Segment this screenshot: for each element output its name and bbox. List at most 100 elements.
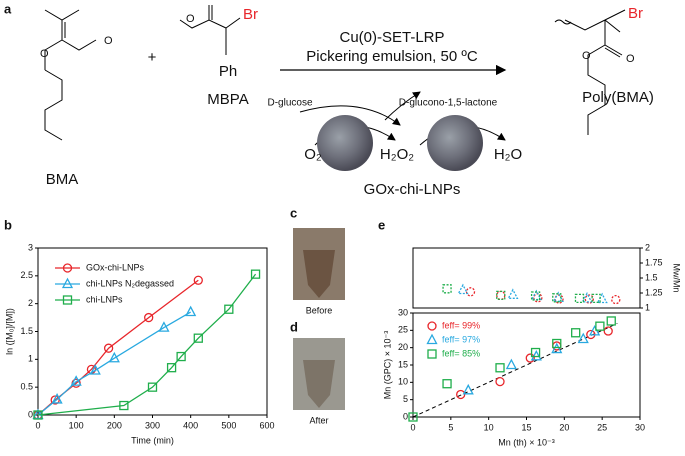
- atom: O: [582, 50, 591, 62]
- marker: [456, 389, 466, 400]
- marker: [50, 395, 60, 405]
- x-tick-label: 200: [107, 420, 122, 430]
- x-tick-label: 400: [183, 420, 198, 430]
- x-tick-label: 30: [635, 422, 645, 432]
- marker: [147, 382, 158, 392]
- marker: [596, 292, 608, 304]
- marker: [442, 379, 452, 389]
- panel-label: c: [290, 205, 297, 220]
- marker: [530, 347, 541, 358]
- marker: [185, 305, 197, 317]
- caption: After: [309, 415, 328, 425]
- panel-label: e: [378, 217, 385, 232]
- y-tick-label: 0.5: [20, 382, 33, 392]
- atom: O: [40, 48, 49, 60]
- reagent: D-glucono-1,5-lactone: [399, 98, 498, 109]
- bma-structure: [44, 9, 97, 141]
- legend-label: feff= 99%: [442, 320, 480, 330]
- curved-arrow: [384, 91, 421, 121]
- marker: [427, 321, 437, 331]
- marker: [584, 294, 594, 304]
- legend-label: chi-LNPs N₂degassed: [86, 278, 174, 288]
- marker: [530, 349, 542, 361]
- x-tick-label: 100: [69, 420, 84, 430]
- y-tick-label: 1: [645, 302, 650, 312]
- x-axis-label: Time (min): [131, 435, 174, 445]
- nanoparticle: [317, 115, 373, 171]
- marker: [51, 393, 63, 404]
- atom: O: [626, 53, 635, 65]
- marker: [70, 375, 82, 386]
- marker: [224, 304, 234, 314]
- x-tick-label: 0: [410, 422, 415, 432]
- marker: [176, 351, 186, 362]
- marker: [62, 263, 73, 273]
- nanoparticle: [427, 115, 483, 171]
- marker: [158, 321, 170, 332]
- marker: [606, 316, 616, 326]
- marker: [530, 291, 541, 301]
- x-tick-label: 5: [448, 422, 453, 432]
- panel-label: b: [4, 217, 12, 232]
- marker: [442, 284, 452, 294]
- marker: [505, 358, 517, 370]
- y-tick-label: 3: [28, 242, 33, 252]
- marker: [581, 292, 593, 303]
- series-line: [37, 311, 191, 416]
- marker: [495, 363, 505, 373]
- y-tick-label: 2: [28, 298, 33, 308]
- marker: [507, 288, 519, 299]
- y-tick-label: 1.5: [20, 326, 33, 336]
- series-line: [37, 273, 257, 416]
- polymer-structure: [554, 9, 626, 135]
- x-tick-label: 300: [145, 420, 160, 430]
- y-tick-label: 1: [28, 354, 33, 364]
- marker: [552, 293, 562, 303]
- species: H₂O: [494, 146, 522, 163]
- marker: [552, 338, 562, 349]
- y-tick-label: 0: [403, 411, 408, 421]
- y-tick-label: 1.25: [645, 287, 663, 297]
- marker: [166, 363, 177, 373]
- legend-label: chi-LNPs: [86, 294, 123, 304]
- y2-axis-label: Mw/Mn: [672, 264, 682, 293]
- compound-label: Poly(BMA): [582, 89, 654, 106]
- plot-frame: [37, 247, 268, 416]
- marker: [89, 364, 101, 375]
- atom-ph: Ph: [219, 63, 237, 80]
- x-tick-label: 600: [259, 420, 274, 430]
- x-axis-label: Mn (th) × 10⁻³: [498, 437, 555, 447]
- y-tick-label: 20: [398, 342, 408, 352]
- x-tick-label: 20: [559, 422, 569, 432]
- y-axis-label: ln ([M₀]/[M]): [4, 308, 14, 355]
- atom-br: Br: [243, 6, 258, 23]
- y-tick-label: 1.75: [645, 257, 663, 267]
- x-tick-label: 10: [484, 422, 494, 432]
- tube: [303, 250, 335, 298]
- y-tick-label: 25: [398, 325, 408, 335]
- marker: [462, 383, 474, 395]
- curved-arrow: [299, 105, 401, 126]
- marker: [408, 412, 418, 422]
- tube: [303, 360, 335, 408]
- marker: [496, 290, 506, 301]
- atom: O: [186, 13, 195, 25]
- marker: [571, 328, 581, 338]
- theory-line: [412, 322, 618, 418]
- marker: [250, 269, 261, 279]
- series-line: [37, 279, 199, 416]
- atom: O: [104, 35, 113, 47]
- y-tick-label: 5: [403, 394, 408, 404]
- y-tick-label: 0: [28, 409, 33, 419]
- x-tick-label: 25: [597, 422, 607, 432]
- marker: [457, 283, 469, 295]
- x-tick-label: 15: [521, 422, 531, 432]
- y-axis-label: Mn (GPC) × 10⁻³: [382, 331, 392, 400]
- atom-br: Br: [628, 5, 643, 22]
- legend-label: feff= 97%: [442, 334, 480, 344]
- marker: [103, 343, 114, 353]
- marker: [144, 312, 154, 323]
- marker: [495, 376, 505, 387]
- legend-label: GOx-chi-LNPs: [86, 262, 145, 272]
